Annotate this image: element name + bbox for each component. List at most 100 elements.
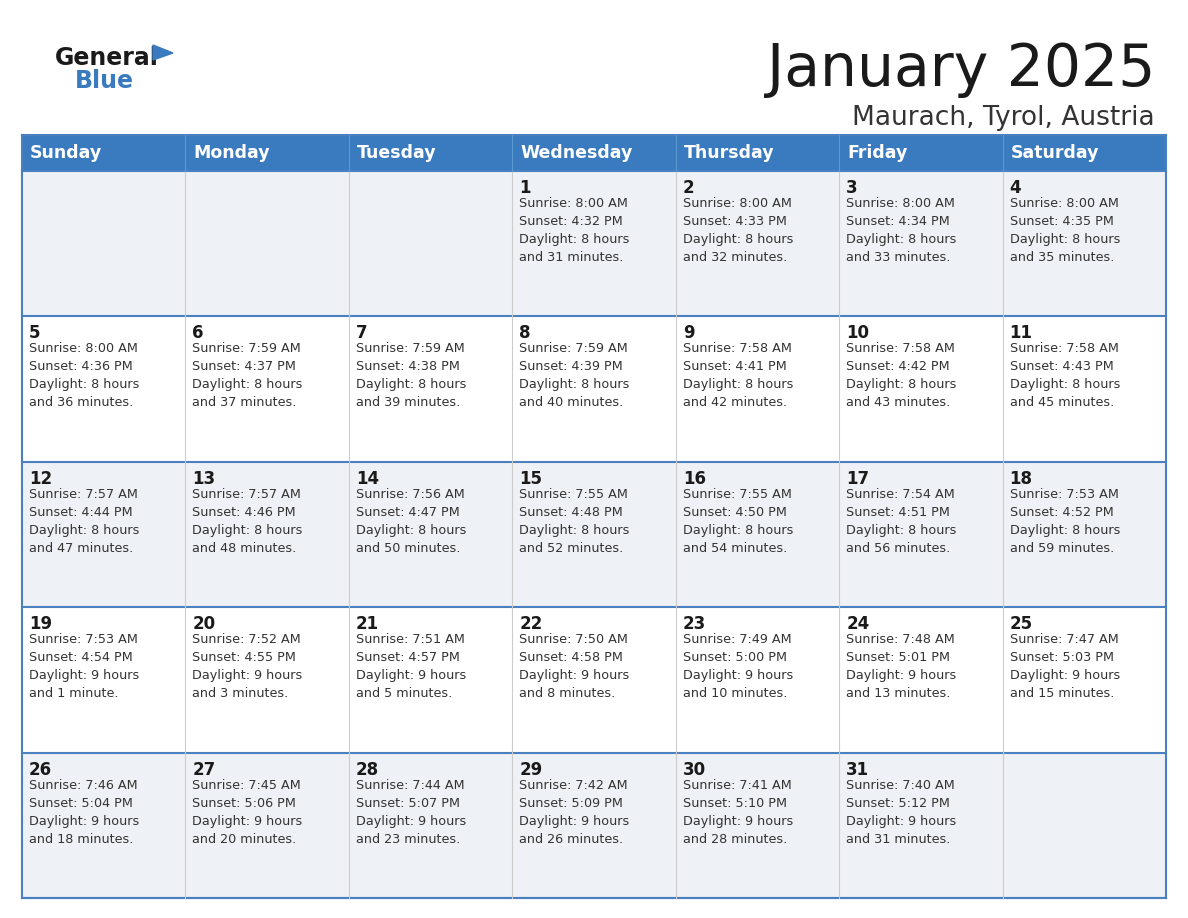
Text: 16: 16 [683, 470, 706, 487]
Text: Sunrise: 7:59 AM
Sunset: 4:39 PM
Daylight: 8 hours
and 40 minutes.: Sunrise: 7:59 AM Sunset: 4:39 PM Dayligh… [519, 342, 630, 409]
Text: 7: 7 [356, 324, 367, 342]
Text: Sunrise: 7:41 AM
Sunset: 5:10 PM
Daylight: 9 hours
and 28 minutes.: Sunrise: 7:41 AM Sunset: 5:10 PM Dayligh… [683, 778, 792, 845]
Text: Sunrise: 7:59 AM
Sunset: 4:38 PM
Daylight: 8 hours
and 39 minutes.: Sunrise: 7:59 AM Sunset: 4:38 PM Dayligh… [356, 342, 466, 409]
Text: 1: 1 [519, 179, 531, 197]
Text: Sunrise: 7:54 AM
Sunset: 4:51 PM
Daylight: 8 hours
and 56 minutes.: Sunrise: 7:54 AM Sunset: 4:51 PM Dayligh… [846, 487, 956, 554]
Text: Sunrise: 7:52 AM
Sunset: 4:55 PM
Daylight: 9 hours
and 3 minutes.: Sunrise: 7:52 AM Sunset: 4:55 PM Dayligh… [192, 633, 303, 700]
Text: 22: 22 [519, 615, 543, 633]
Text: 30: 30 [683, 761, 706, 778]
Text: Wednesday: Wednesday [520, 144, 633, 162]
Text: Maurach, Tyrol, Austria: Maurach, Tyrol, Austria [852, 105, 1155, 131]
Bar [1003, 607, 1165, 753]
Text: Sunrise: 7:58 AM
Sunset: 4:41 PM
Daylight: 8 hours
and 42 minutes.: Sunrise: 7:58 AM Sunset: 4:41 PM Dayligh… [683, 342, 794, 409]
Text: 31: 31 [846, 761, 870, 778]
Text: Sunrise: 7:48 AM
Sunset: 5:01 PM
Daylight: 9 hours
and 13 minutes.: Sunrise: 7:48 AM Sunset: 5:01 PM Dayligh… [846, 633, 956, 700]
Text: Sunrise: 7:58 AM
Sunset: 4:42 PM
Daylight: 8 hours
and 43 minutes.: Sunrise: 7:58 AM Sunset: 4:42 PM Dayligh… [846, 342, 956, 409]
Bar [1003, 171, 1165, 317]
Text: 11: 11 [1010, 324, 1032, 342]
Bar [676, 317, 839, 462]
Text: 28: 28 [356, 761, 379, 778]
Text: 13: 13 [192, 470, 215, 487]
Text: 18: 18 [1010, 470, 1032, 487]
Text: Sunrise: 7:40 AM
Sunset: 5:12 PM
Daylight: 9 hours
and 31 minutes.: Sunrise: 7:40 AM Sunset: 5:12 PM Dayligh… [846, 778, 956, 845]
Bar [185, 317, 349, 462]
Text: Sunrise: 7:59 AM
Sunset: 4:37 PM
Daylight: 8 hours
and 37 minutes.: Sunrise: 7:59 AM Sunset: 4:37 PM Dayligh… [192, 342, 303, 409]
Polygon shape [153, 45, 173, 60]
Text: Tuesday: Tuesday [356, 144, 436, 162]
Text: Sunrise: 8:00 AM
Sunset: 4:33 PM
Daylight: 8 hours
and 32 minutes.: Sunrise: 8:00 AM Sunset: 4:33 PM Dayligh… [683, 197, 794, 264]
Bar [839, 462, 1003, 607]
Bar [1003, 317, 1165, 462]
Bar [23, 317, 185, 462]
Text: 17: 17 [846, 470, 870, 487]
Bar [349, 753, 512, 898]
Bar [23, 171, 185, 317]
Text: 21: 21 [356, 615, 379, 633]
Bar [676, 171, 839, 317]
Bar [349, 317, 512, 462]
Text: Sunrise: 7:44 AM
Sunset: 5:07 PM
Daylight: 9 hours
and 23 minutes.: Sunrise: 7:44 AM Sunset: 5:07 PM Dayligh… [356, 778, 466, 845]
Bar [185, 462, 349, 607]
Bar [1003, 462, 1165, 607]
Text: 12: 12 [29, 470, 52, 487]
Text: Saturday: Saturday [1011, 144, 1099, 162]
Text: Sunrise: 7:53 AM
Sunset: 4:52 PM
Daylight: 8 hours
and 59 minutes.: Sunrise: 7:53 AM Sunset: 4:52 PM Dayligh… [1010, 487, 1120, 554]
Text: Sunrise: 7:56 AM
Sunset: 4:47 PM
Daylight: 8 hours
and 50 minutes.: Sunrise: 7:56 AM Sunset: 4:47 PM Dayligh… [356, 487, 466, 554]
Text: Sunrise: 8:00 AM
Sunset: 4:36 PM
Daylight: 8 hours
and 36 minutes.: Sunrise: 8:00 AM Sunset: 4:36 PM Dayligh… [29, 342, 139, 409]
Bar [839, 753, 1003, 898]
Bar [349, 462, 512, 607]
Bar [676, 607, 839, 753]
Text: Sunrise: 7:51 AM
Sunset: 4:57 PM
Daylight: 9 hours
and 5 minutes.: Sunrise: 7:51 AM Sunset: 4:57 PM Dayligh… [356, 633, 466, 700]
Bar [839, 171, 1003, 317]
Text: Sunrise: 7:57 AM
Sunset: 4:44 PM
Daylight: 8 hours
and 47 minutes.: Sunrise: 7:57 AM Sunset: 4:44 PM Dayligh… [29, 487, 139, 554]
Text: General: General [55, 46, 159, 70]
Bar [676, 753, 839, 898]
Text: Sunrise: 7:47 AM
Sunset: 5:03 PM
Daylight: 9 hours
and 15 minutes.: Sunrise: 7:47 AM Sunset: 5:03 PM Dayligh… [1010, 633, 1120, 700]
Bar [1003, 753, 1165, 898]
Bar [23, 607, 185, 753]
Text: 25: 25 [1010, 615, 1032, 633]
Text: 15: 15 [519, 470, 542, 487]
Text: Sunrise: 7:45 AM
Sunset: 5:06 PM
Daylight: 9 hours
and 20 minutes.: Sunrise: 7:45 AM Sunset: 5:06 PM Dayligh… [192, 778, 303, 845]
Text: 5: 5 [29, 324, 40, 342]
Bar [23, 462, 185, 607]
Bar [23, 135, 1165, 171]
Text: 8: 8 [519, 324, 531, 342]
Text: 6: 6 [192, 324, 204, 342]
Text: 20: 20 [192, 615, 215, 633]
Bar [676, 462, 839, 607]
Text: 27: 27 [192, 761, 216, 778]
Text: 29: 29 [519, 761, 543, 778]
Text: Sunrise: 7:42 AM
Sunset: 5:09 PM
Daylight: 9 hours
and 26 minutes.: Sunrise: 7:42 AM Sunset: 5:09 PM Dayligh… [519, 778, 630, 845]
Text: Blue: Blue [75, 69, 134, 93]
Text: Sunrise: 8:00 AM
Sunset: 4:35 PM
Daylight: 8 hours
and 35 minutes.: Sunrise: 8:00 AM Sunset: 4:35 PM Dayligh… [1010, 197, 1120, 264]
Bar [185, 607, 349, 753]
Bar [512, 462, 676, 607]
Text: Sunrise: 7:55 AM
Sunset: 4:50 PM
Daylight: 8 hours
and 54 minutes.: Sunrise: 7:55 AM Sunset: 4:50 PM Dayligh… [683, 487, 794, 554]
Bar [512, 753, 676, 898]
Text: Sunday: Sunday [30, 144, 102, 162]
Text: Thursday: Thursday [684, 144, 775, 162]
Text: Sunrise: 8:00 AM
Sunset: 4:34 PM
Daylight: 8 hours
and 33 minutes.: Sunrise: 8:00 AM Sunset: 4:34 PM Dayligh… [846, 197, 956, 264]
Text: Sunrise: 8:00 AM
Sunset: 4:32 PM
Daylight: 8 hours
and 31 minutes.: Sunrise: 8:00 AM Sunset: 4:32 PM Dayligh… [519, 197, 630, 264]
Bar [839, 317, 1003, 462]
Text: Sunrise: 7:49 AM
Sunset: 5:00 PM
Daylight: 9 hours
and 10 minutes.: Sunrise: 7:49 AM Sunset: 5:00 PM Dayligh… [683, 633, 792, 700]
Text: Sunrise: 7:53 AM
Sunset: 4:54 PM
Daylight: 9 hours
and 1 minute.: Sunrise: 7:53 AM Sunset: 4:54 PM Dayligh… [29, 633, 139, 700]
Bar [349, 171, 512, 317]
Text: 3: 3 [846, 179, 858, 197]
Text: 23: 23 [683, 615, 706, 633]
Bar [512, 171, 676, 317]
Text: Sunrise: 7:57 AM
Sunset: 4:46 PM
Daylight: 8 hours
and 48 minutes.: Sunrise: 7:57 AM Sunset: 4:46 PM Dayligh… [192, 487, 303, 554]
Bar [512, 317, 676, 462]
Bar [185, 753, 349, 898]
Text: Sunrise: 7:46 AM
Sunset: 5:04 PM
Daylight: 9 hours
and 18 minutes.: Sunrise: 7:46 AM Sunset: 5:04 PM Dayligh… [29, 778, 139, 845]
Text: Sunrise: 7:58 AM
Sunset: 4:43 PM
Daylight: 8 hours
and 45 minutes.: Sunrise: 7:58 AM Sunset: 4:43 PM Dayligh… [1010, 342, 1120, 409]
Text: 19: 19 [29, 615, 52, 633]
Text: 26: 26 [29, 761, 52, 778]
Text: 4: 4 [1010, 179, 1022, 197]
Text: 9: 9 [683, 324, 694, 342]
Bar [839, 607, 1003, 753]
Bar [23, 753, 185, 898]
Bar [512, 607, 676, 753]
Text: 14: 14 [356, 470, 379, 487]
